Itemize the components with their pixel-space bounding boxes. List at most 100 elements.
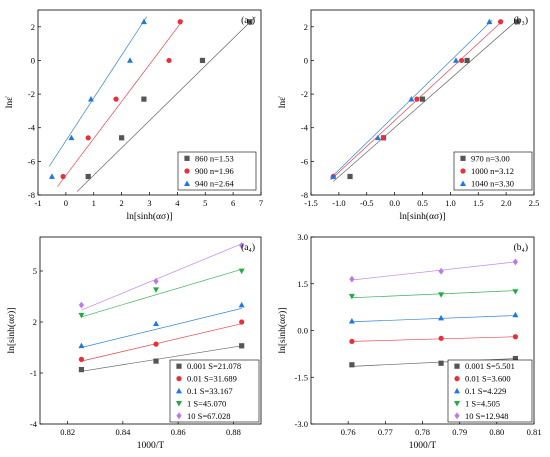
legend-marker-2 <box>176 376 182 382</box>
x-tick-label: 0.86 <box>171 427 186 437</box>
data-point-s4-1 <box>78 312 85 319</box>
legend-marker-3 <box>176 387 182 394</box>
data-point-s2-1 <box>60 173 66 180</box>
legend-entry-2: 900 n=1.96 <box>195 166 234 176</box>
x-tick-label: 0.5 <box>417 198 428 208</box>
legend: 0.001 S=21.078 0.01 S=31.689 0.1 S=33.167 1… <box>169 359 260 423</box>
data-point-s3-1 <box>48 173 55 179</box>
plot-frame <box>39 236 262 425</box>
legend: 0.001 S=5.501 0.01 S=3.600 0.1 S=4.229 1 S=… <box>447 359 533 423</box>
x-tick-label: 0.79 <box>452 427 467 437</box>
x-tick-label: 0.76 <box>341 427 356 437</box>
data-point-s5-1 <box>349 275 355 283</box>
data-point-s1-3 <box>419 96 426 102</box>
legend-entry-2: 1000 n=3.12 <box>471 166 514 176</box>
x-tick-label: 6 <box>231 198 235 208</box>
legend-box <box>169 359 260 423</box>
data-point-s5-2 <box>438 267 444 275</box>
data-point-s3-4 <box>452 57 459 63</box>
fit-line-1 <box>333 19 518 182</box>
y-tick-label: -6 <box>301 156 308 166</box>
x-tick-label: 1.0 <box>445 198 456 208</box>
x-tick-label: 7 <box>259 198 263 208</box>
x-tick-label: 0.77 <box>378 427 393 437</box>
y-tick-label: -4 <box>28 123 36 133</box>
chart-panel-1: -1 0 1 2 3 4 5 6 7-8-6-4-202ln[sinh(ασ)]lnε̇(a₃)… <box>5 9 263 222</box>
fit-line-5 <box>81 243 242 311</box>
panel-label: (b₃) <box>514 15 528 26</box>
y-tick-label: -6 <box>28 156 35 166</box>
data-point-s4-1 <box>348 293 355 300</box>
x-axis-label: 1000/T <box>137 441 165 451</box>
y-axis-label: lnε̇ <box>5 96 15 108</box>
panel-label: (b₄) <box>514 242 528 253</box>
y-tick-label: -2 <box>28 89 35 99</box>
y-axis-label: lnε̇ <box>278 96 288 108</box>
x-tick-label: -1 <box>34 198 41 208</box>
x-tick-label: 0.0 <box>389 198 400 208</box>
data-point-s4-3 <box>238 268 245 275</box>
data-point-s2-2 <box>85 135 91 141</box>
x-tick-label: 0.78 <box>415 427 430 437</box>
y-tick-label: 2 <box>31 22 35 32</box>
fit-line-2 <box>57 19 184 187</box>
data-point-s4-2 <box>438 292 445 298</box>
x-tick-label: 1 <box>92 198 96 208</box>
legend-entry-1: 860 n=1.53 <box>195 153 234 163</box>
legend-marker-5 <box>176 412 182 420</box>
data-point-s2-1 <box>349 338 355 345</box>
data-point-s3-1 <box>78 342 85 349</box>
data-point-s1-3 <box>239 343 245 349</box>
data-point-s2-5 <box>497 19 504 25</box>
data-point-s1-4 <box>464 57 470 64</box>
x-tick-label: 3 <box>147 198 151 208</box>
x-tick-label: 4 <box>175 198 180 208</box>
data-point-s4-2 <box>153 287 160 293</box>
data-point-s3-3 <box>87 96 94 102</box>
data-point-s2-2 <box>438 335 444 341</box>
x-tick-label: 0 <box>64 198 68 208</box>
x-axis-label: 1000/T <box>409 441 437 451</box>
data-point-s1-5 <box>514 19 520 25</box>
data-point-s1-3 <box>512 355 519 362</box>
x-axis-label: ln[sinh(ασ)] <box>400 211 446 222</box>
y-tick-label: -4 <box>30 419 38 429</box>
data-point-s3-1 <box>348 318 355 324</box>
panel-label: (a₃) <box>241 15 255 26</box>
data-point-s2-3 <box>414 96 420 102</box>
y-tick-label: 2 <box>304 22 308 32</box>
legend-entry-5: 10 S=67.028 <box>187 411 231 421</box>
x-tick-label: 0.80 <box>489 427 504 437</box>
x-tick-label: 5 <box>203 198 207 208</box>
data-point-s2-2 <box>380 135 387 141</box>
data-point-s3-3 <box>408 96 415 102</box>
data-point-s1-1 <box>78 367 85 373</box>
data-point-s1-1 <box>349 362 355 368</box>
data-point-s5-2 <box>153 277 159 285</box>
y-tick-label: -4 <box>301 123 309 133</box>
fit-line-2 <box>351 336 516 342</box>
data-point-s1-2 <box>438 360 444 366</box>
data-point-s4-3 <box>512 289 519 295</box>
y-axis-label: ln[sinh(ασ)] <box>6 308 17 354</box>
fit-line-3 <box>48 16 148 167</box>
legend-marker-4 <box>176 401 182 407</box>
data-point-s3-3 <box>238 301 245 308</box>
panel-label: (a₄) <box>241 242 255 253</box>
data-point-s5-1 <box>78 301 85 309</box>
data-point-s5-3 <box>239 242 245 249</box>
data-point-s3-3 <box>512 311 519 318</box>
legend-entry-1: 0.001 S=21.078 <box>187 361 241 371</box>
legend-entry-1: 970 n=3.00 <box>471 153 510 163</box>
data-point-s2-3 <box>512 334 519 340</box>
legend-marker-2 <box>184 168 190 174</box>
legend-entry-3: 1040 n=3.30 <box>471 179 514 189</box>
legend: 860 n=1.53 900 n=1.96 940 n=2.64 <box>177 151 257 191</box>
y-tick-label: -3.0 <box>295 419 308 429</box>
x-axis-label: ln[sinh(ασ)] <box>127 211 173 222</box>
data-point-s3-2 <box>153 320 160 327</box>
x-tick-label: 0.81 <box>527 427 542 437</box>
data-point-s2-2 <box>153 341 159 347</box>
chart-panel-2: -1.5 -1.0 -0.5 0.0 0.5 1.0 1.5 2.0 2.5 -8 -6 -4 -2 0 2… <box>278 9 539 222</box>
